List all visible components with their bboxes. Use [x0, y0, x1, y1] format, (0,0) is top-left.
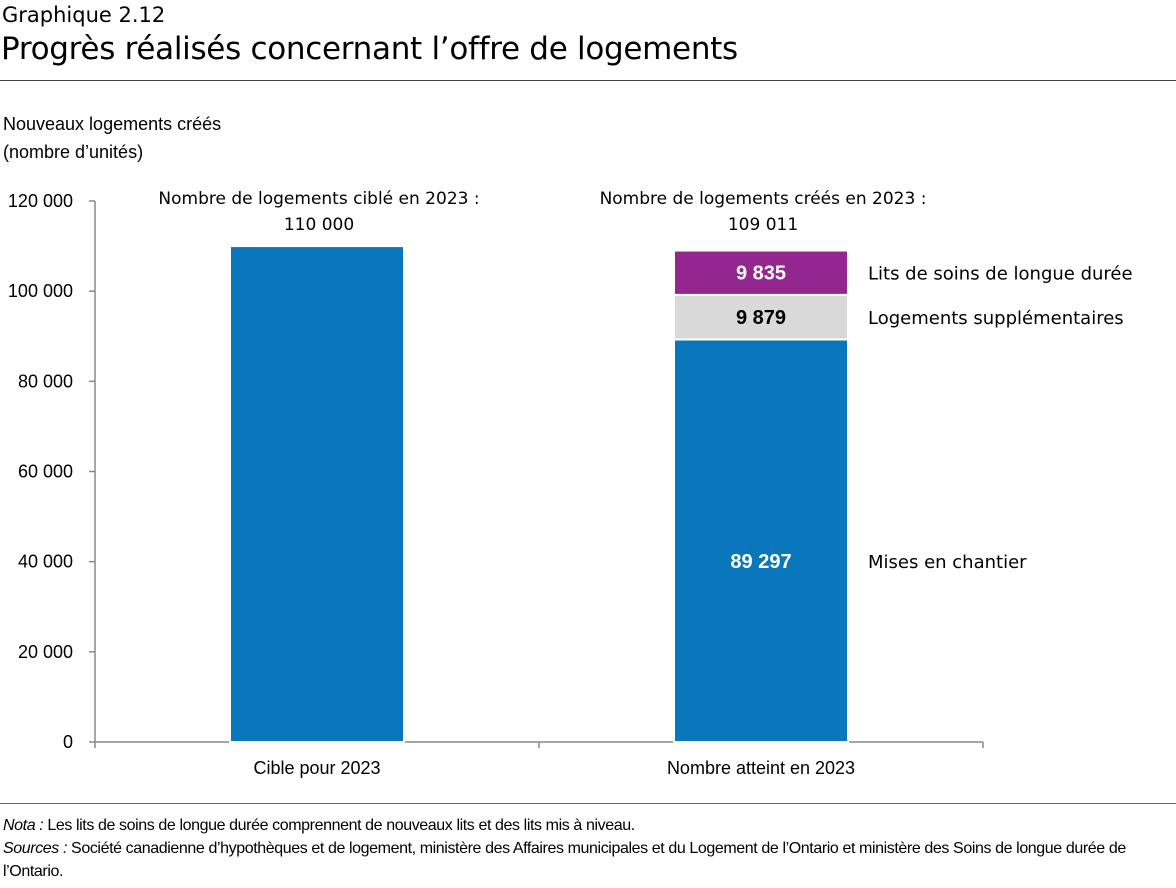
chart-title: Progrès réalisés concernant l’offre de l… — [1, 31, 738, 67]
title-divider — [0, 80, 1176, 81]
y-tick-label: 0 — [63, 732, 73, 752]
notes: Nota : Les lits de soins de longue durée… — [3, 814, 1173, 883]
y-tick-label: 100 000 — [8, 281, 73, 301]
sources-text: Société canadienne d’hypothèques et de l… — [3, 840, 1126, 880]
y-tick-label: 120 000 — [8, 191, 73, 211]
y-tick-label: 40 000 — [18, 552, 73, 572]
data-label: 9 879 — [736, 307, 786, 329]
y-axis-label: Nouveaux logements créés (nombre d’unité… — [3, 110, 221, 166]
data-label: 89 297 — [730, 551, 791, 573]
bar-segment — [673, 293, 849, 341]
bar-segment — [673, 249, 849, 296]
y-tick-label: 20 000 — [18, 642, 73, 662]
data-label: 9 835 — [736, 263, 786, 285]
series-label: Logements supplémentaires — [868, 308, 1124, 329]
bar-annotation-line1: Nombre de logements créés en 2023 : — [600, 189, 927, 209]
y-axis-label-line2: (nombre d’unités) — [3, 142, 144, 162]
y-tick-label: 80 000 — [18, 371, 73, 391]
series-label: Mises en chantier — [868, 552, 1027, 573]
nota-note: Nota : Les lits de soins de longue durée… — [3, 814, 1173, 837]
bar-annotation-total: 110 000 — [284, 215, 354, 235]
notes-divider — [0, 803, 1176, 804]
sources-label: Sources : — [3, 840, 67, 857]
bar-segment — [673, 338, 849, 743]
nota-label: Nota : — [3, 817, 44, 834]
bar-segment — [229, 245, 405, 743]
bar-annotation-total: 109 011 — [728, 215, 798, 235]
y-axis-label-line1: Nouveaux logements créés — [3, 114, 222, 134]
sources-note: Sources : Société canadienne d’hypothèqu… — [3, 837, 1173, 883]
nota-text: Les lits de soins de longue durée compre… — [43, 817, 635, 834]
x-tick-label: Cible pour 2023 — [253, 758, 380, 778]
x-tick-label: Nombre atteint en 2023 — [667, 758, 855, 778]
chart-kicker: Graphique 2.12 — [2, 3, 166, 27]
series-label: Lits de soins de longue durée — [868, 264, 1133, 285]
bar-annotation-line1: Nombre de logements ciblé en 2023 : — [158, 189, 479, 209]
y-tick-label: 60 000 — [18, 462, 73, 482]
bar-chart: 0 20 000 40 000 60 000 80 000 100 000 120 000 C… — [8, 189, 1133, 778]
